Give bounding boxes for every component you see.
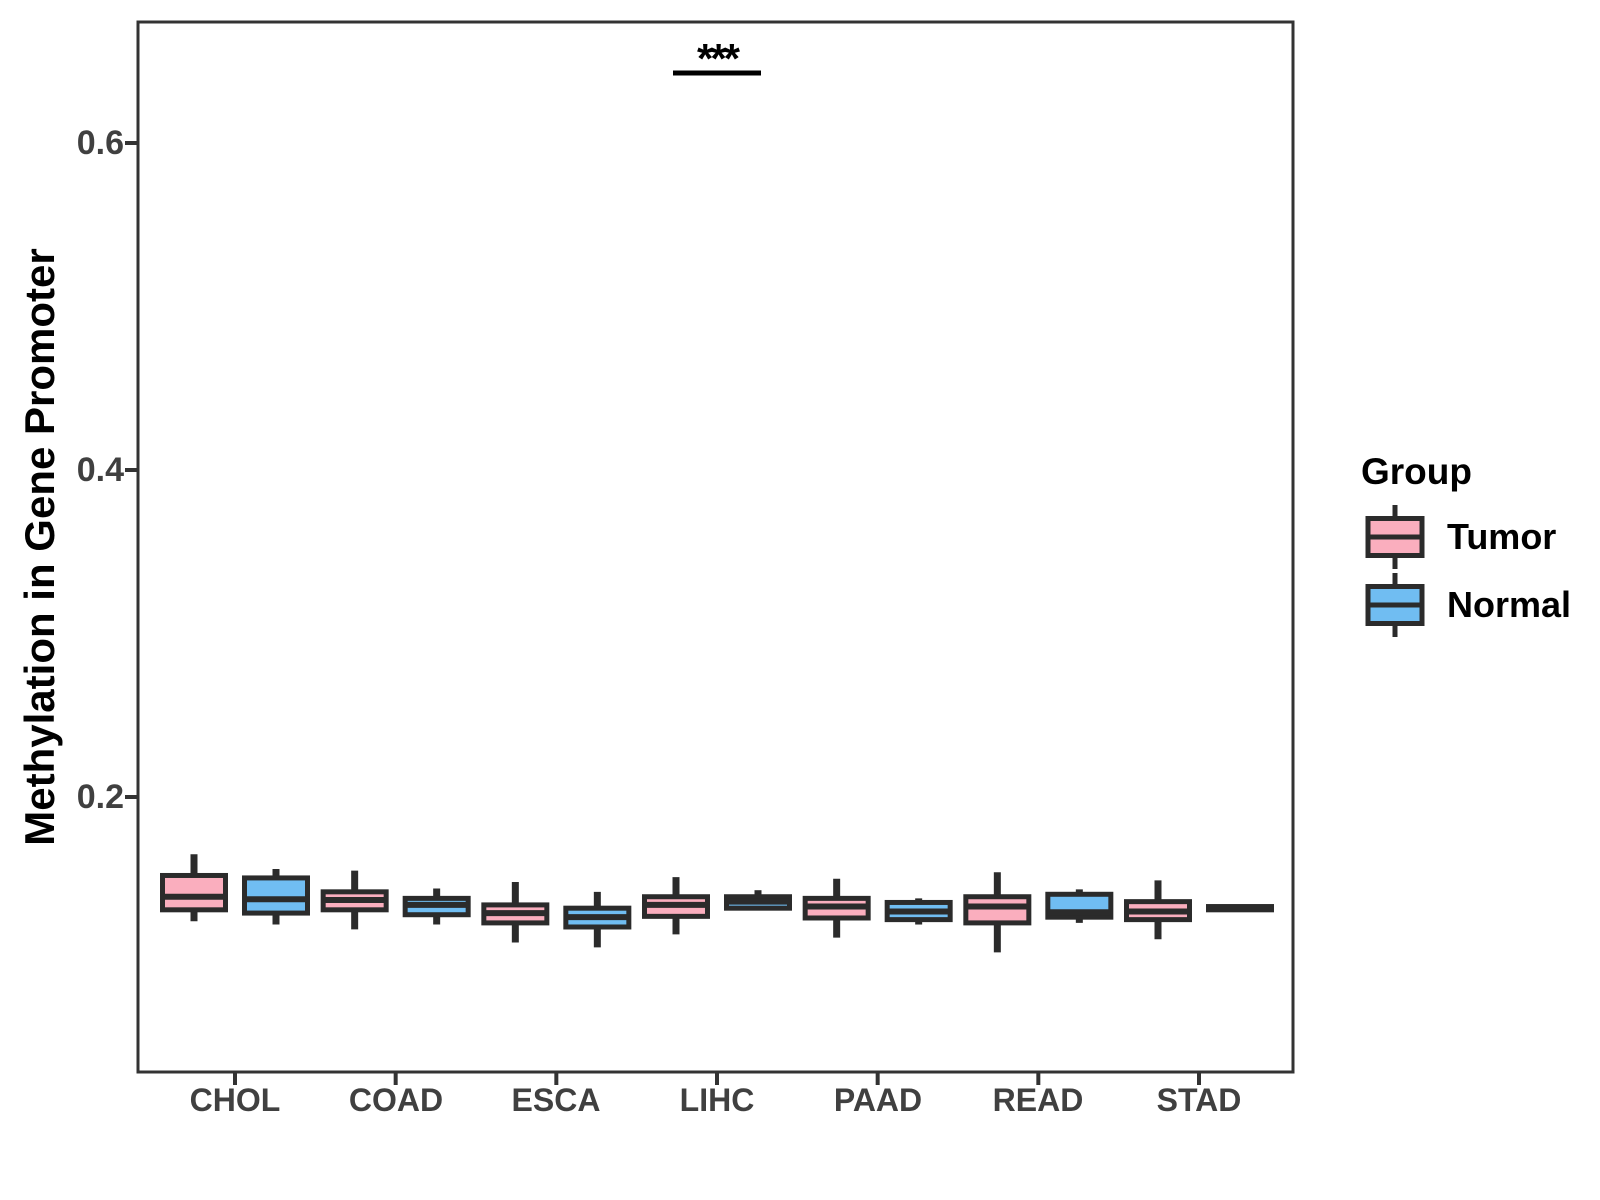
boxplot-COAD-Tumor bbox=[320, 870, 389, 930]
boxplot-LIHC-Normal bbox=[724, 890, 793, 911]
y-axis-title: Methylation in Gene Promoter bbox=[16, 248, 63, 846]
boxplot-PAAD-Tumor bbox=[802, 878, 871, 938]
boxplot-ESCA-Normal bbox=[563, 891, 632, 948]
y-tick-label-0.2: 0.2 bbox=[76, 778, 124, 816]
box bbox=[242, 875, 310, 916]
legend-key-normal bbox=[1365, 573, 1425, 637]
legend-key-tumor bbox=[1365, 505, 1425, 569]
legend-label-tumor: Tumor bbox=[1447, 516, 1557, 557]
boxplot-ESCA-Tumor bbox=[481, 882, 550, 943]
x-label-stad: STAD bbox=[1156, 1082, 1242, 1118]
boxplot-CHOL-Tumor bbox=[160, 854, 228, 922]
boxplot-COAD-Normal bbox=[402, 888, 471, 925]
significance-stars: *** bbox=[696, 35, 740, 82]
boxplot-LIHC-Tumor bbox=[642, 877, 711, 935]
x-label-coad: COAD bbox=[348, 1082, 444, 1118]
x-label-lihc: LIHC bbox=[679, 1082, 755, 1118]
boxplot-STAD-Tumor bbox=[1124, 880, 1193, 940]
legend-title: Group bbox=[1361, 451, 1472, 492]
box bbox=[963, 894, 1032, 926]
y-tick-label-0.4: 0.4 bbox=[76, 451, 124, 489]
x-label-paad: PAAD bbox=[833, 1082, 923, 1118]
legend-label-normal: Normal bbox=[1447, 584, 1572, 625]
boxplot-STAD-Normal bbox=[1206, 904, 1275, 913]
y-tick-label-0.6: 0.6 bbox=[76, 124, 124, 162]
panel-border bbox=[136, 20, 1295, 1074]
x-label-esca: ESCA bbox=[511, 1082, 601, 1118]
boxplot-CHOL-Normal bbox=[242, 868, 310, 925]
boxplot-READ-Normal bbox=[1045, 889, 1114, 923]
x-label-chol: CHOL bbox=[189, 1082, 281, 1118]
boxplot-READ-Tumor bbox=[963, 872, 1032, 953]
box bbox=[160, 872, 228, 913]
x-label-read: READ bbox=[992, 1082, 1084, 1118]
boxplot-PAAD-Normal bbox=[884, 898, 953, 925]
